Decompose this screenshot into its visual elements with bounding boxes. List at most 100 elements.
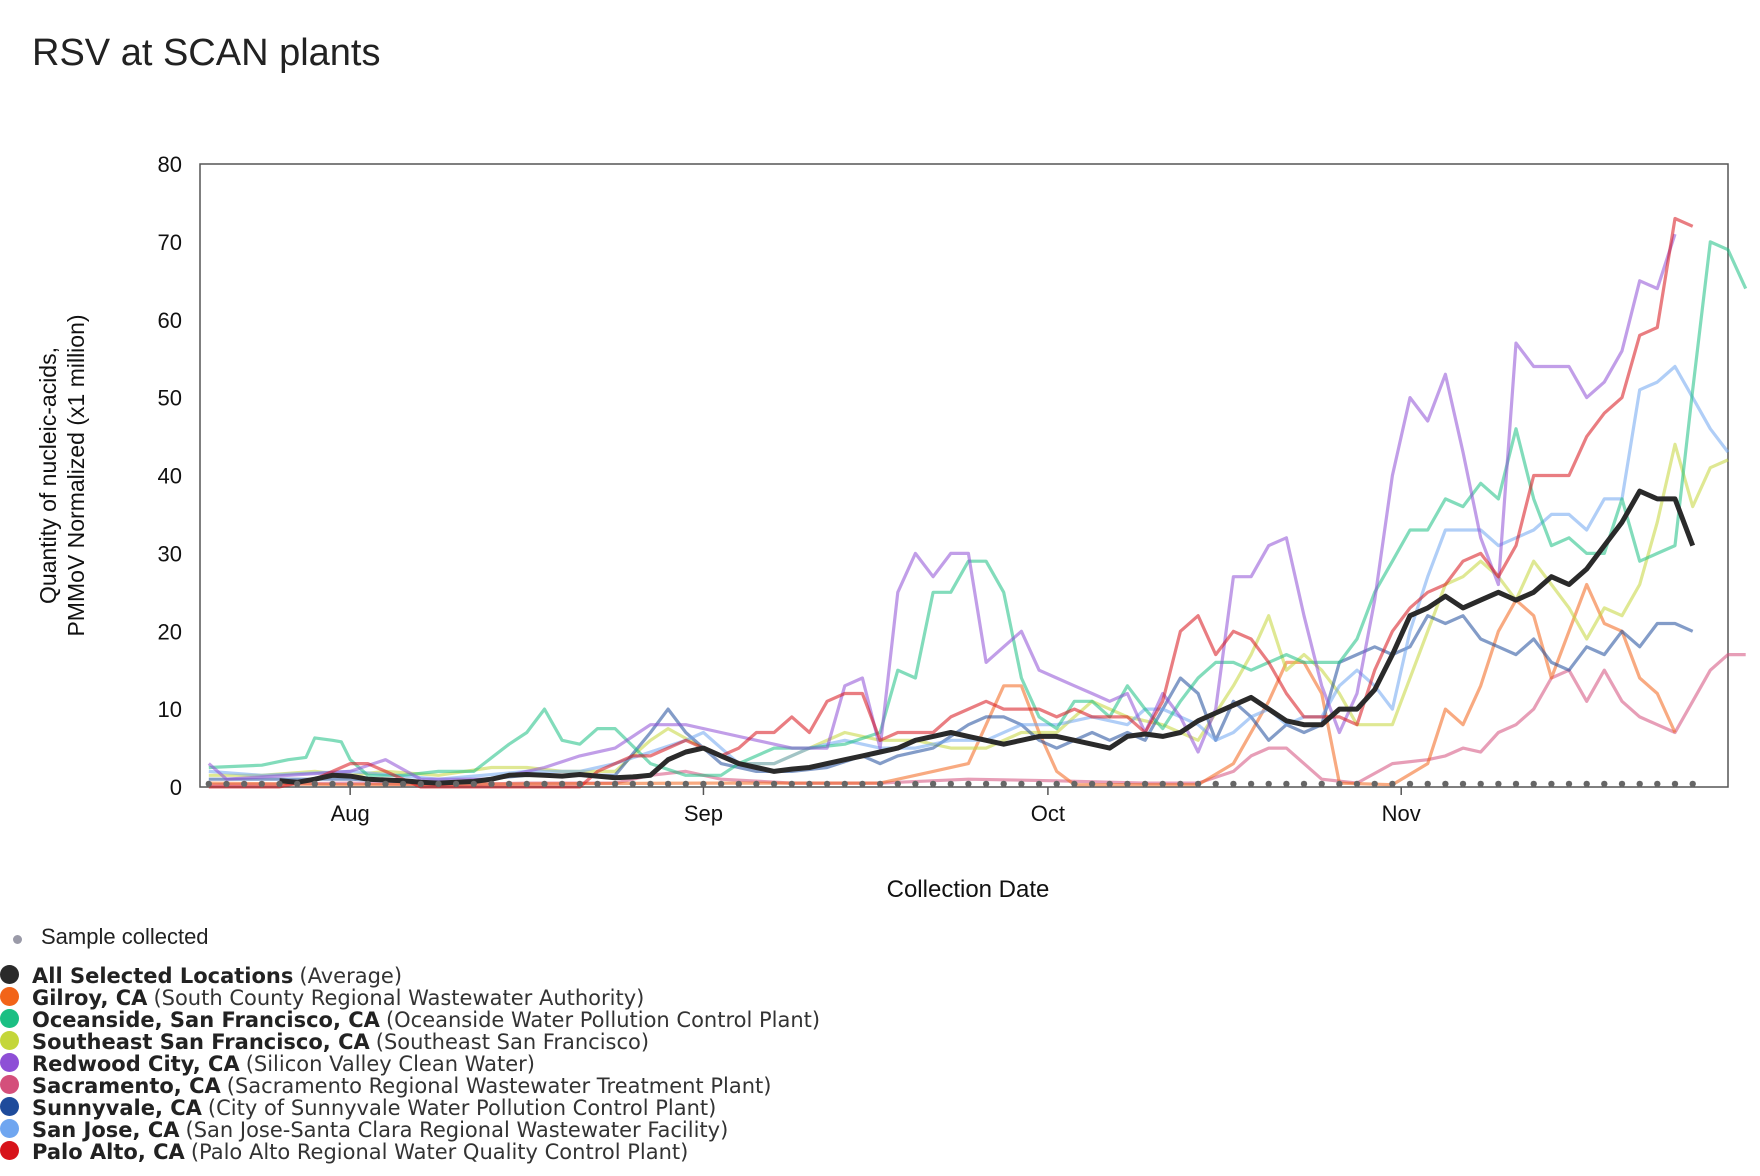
sample-dot [1177,780,1184,788]
sample-dot [1053,780,1060,788]
legend-item[interactable]: All Selected Locations (Average) [0,962,1100,987]
sample-dot [488,780,495,788]
sample-dot [1230,780,1237,788]
sample-dot [664,780,672,788]
legend-item[interactable]: San Jose, CA (San Jose-Santa Clara Region… [0,1116,1100,1141]
legend-item[interactable]: Southeast San Francisco, CA (Southeast Sa… [0,1028,1100,1053]
sample-dot [1247,780,1255,788]
sample-dot [399,780,407,788]
legend-item[interactable]: Palo Alto, CA (Palo Alto Regional Water Q… [0,1138,1100,1163]
legend-plant: (Oceanside Water Pollution Control Plant… [385,1008,821,1032]
legend-item[interactable]: Sacramento, CA (Sacramento Regional Waste… [0,1072,1100,1097]
sample-dot [452,780,460,788]
sample-dot [576,780,583,788]
sample-dot [841,780,848,788]
average-line [279,488,1696,786]
legend-color-dot-icon [0,1053,19,1072]
legend-location: Sacramento, CA [32,1074,221,1098]
sample-dot [894,780,901,788]
sample-dot [223,780,230,788]
sample-dot [1018,780,1025,788]
sample-dot [1548,780,1555,788]
y-tick-label: 60 [158,308,182,333]
sample-dot [1424,780,1431,788]
legend-item-label: Redwood City, CA (Silicon Valley Clean Wa… [32,1053,535,1075]
sample-dot [982,780,990,788]
sample-dot [947,780,954,788]
sample-collected-legend[interactable]: Sample collected [0,924,1100,954]
sample-dot [1265,780,1272,788]
sample-dot [1336,780,1343,788]
legend-plant: (Southeast San Francisco) [375,1030,650,1054]
series-line [208,614,1694,785]
legend-color-dot-icon [0,1031,19,1050]
legend-color-dot-icon [0,1141,19,1160]
sample-dot [364,780,371,788]
sample-dot [523,780,530,788]
legend-item[interactable]: Gilroy, CA (South County Regional Wastewa… [0,984,1100,1009]
legend-item[interactable]: Sunnyvale, CA (City of Sunnyvale Water Po… [0,1094,1100,1119]
legend-item-label: Oceanside, San Francisco, CA (Oceanside W… [32,1009,820,1031]
sample-dot [558,780,566,788]
legend-location: Oceanside, San Francisco, CA [32,1008,380,1032]
legend-item-label: Sunnyvale, CA (City of Sunnyvale Water Po… [32,1097,716,1119]
sample-dot [1406,780,1414,788]
y-tick-label: 40 [158,464,182,489]
legend-plant: (Average) [299,964,403,988]
sample-dot [294,780,301,788]
sample-dot [435,780,442,788]
legend-item[interactable]: Redwood City, CA (Silicon Valley Clean Wa… [0,1050,1100,1075]
sample-dot [611,780,619,788]
legend-color-dot-icon [0,1075,19,1094]
sample-dot [1601,780,1608,788]
sample-dot [1618,780,1626,788]
sample-dot [1000,780,1007,788]
sample-dot [717,780,725,788]
sample-dot [876,780,884,788]
sample-dot [735,780,742,788]
sample-dot [470,780,477,788]
sample-dot [682,780,689,788]
legend-location: Gilroy, CA [32,986,148,1010]
y-tick-label: 20 [158,619,182,644]
sample-dot [1636,780,1643,788]
sample-dot [1159,780,1166,788]
sample-dot [1371,780,1378,788]
sample-dot [276,780,283,788]
y-tick-label: 10 [158,697,182,722]
sample-dot [1689,780,1696,788]
sample-dot [594,780,601,788]
chart-title: RSV at SCAN plants [32,32,381,74]
sample-dot [1106,780,1113,788]
legend-item[interactable]: Oceanside, San Francisco, CA (Oceanside W… [0,1006,1100,1031]
y-axis-label: Quantity of nucleic-acids, PMMoV Normaliz… [35,314,89,636]
x-axis-label: Collection Date [887,876,1050,903]
legend-plant: (San Jose-Santa Clara Regional Wastewate… [185,1118,729,1142]
legend-item-label: Sacramento, CA (Sacramento Regional Waste… [32,1075,771,1097]
legend-color-dot-icon [0,1097,19,1116]
sample-dot [1141,780,1149,788]
sample-dot [541,780,548,788]
legend-list: All Selected Locations (Average) Gilroy, C… [0,962,1100,1163]
sample-dot [1194,780,1202,788]
y-tick-label: 0 [170,775,182,800]
sample-dot [311,780,318,788]
legend-location: Redwood City, CA [32,1052,240,1076]
sample-dot-icon [13,935,22,944]
sample-dot [241,780,248,788]
sample-dot [1530,780,1537,788]
sample-dot [859,780,866,788]
sample-dot [1654,780,1661,788]
legend-color-dot-icon [0,1119,19,1138]
series-line [208,582,1677,787]
sample-dot [1124,780,1131,788]
sample-dot [205,780,212,788]
y-axis-label-line: Quantity of nucleic-acids, [35,347,61,604]
series-line [208,216,1694,789]
sample-dot [258,780,265,788]
x-tick-label: Nov [1382,801,1421,826]
legend-plant: (Silicon Valley Clean Water) [245,1052,535,1076]
sample-dot [417,780,424,788]
legend-item-label: San Jose, CA (San Jose-Santa Clara Region… [32,1119,728,1141]
sample-dot [823,780,831,788]
